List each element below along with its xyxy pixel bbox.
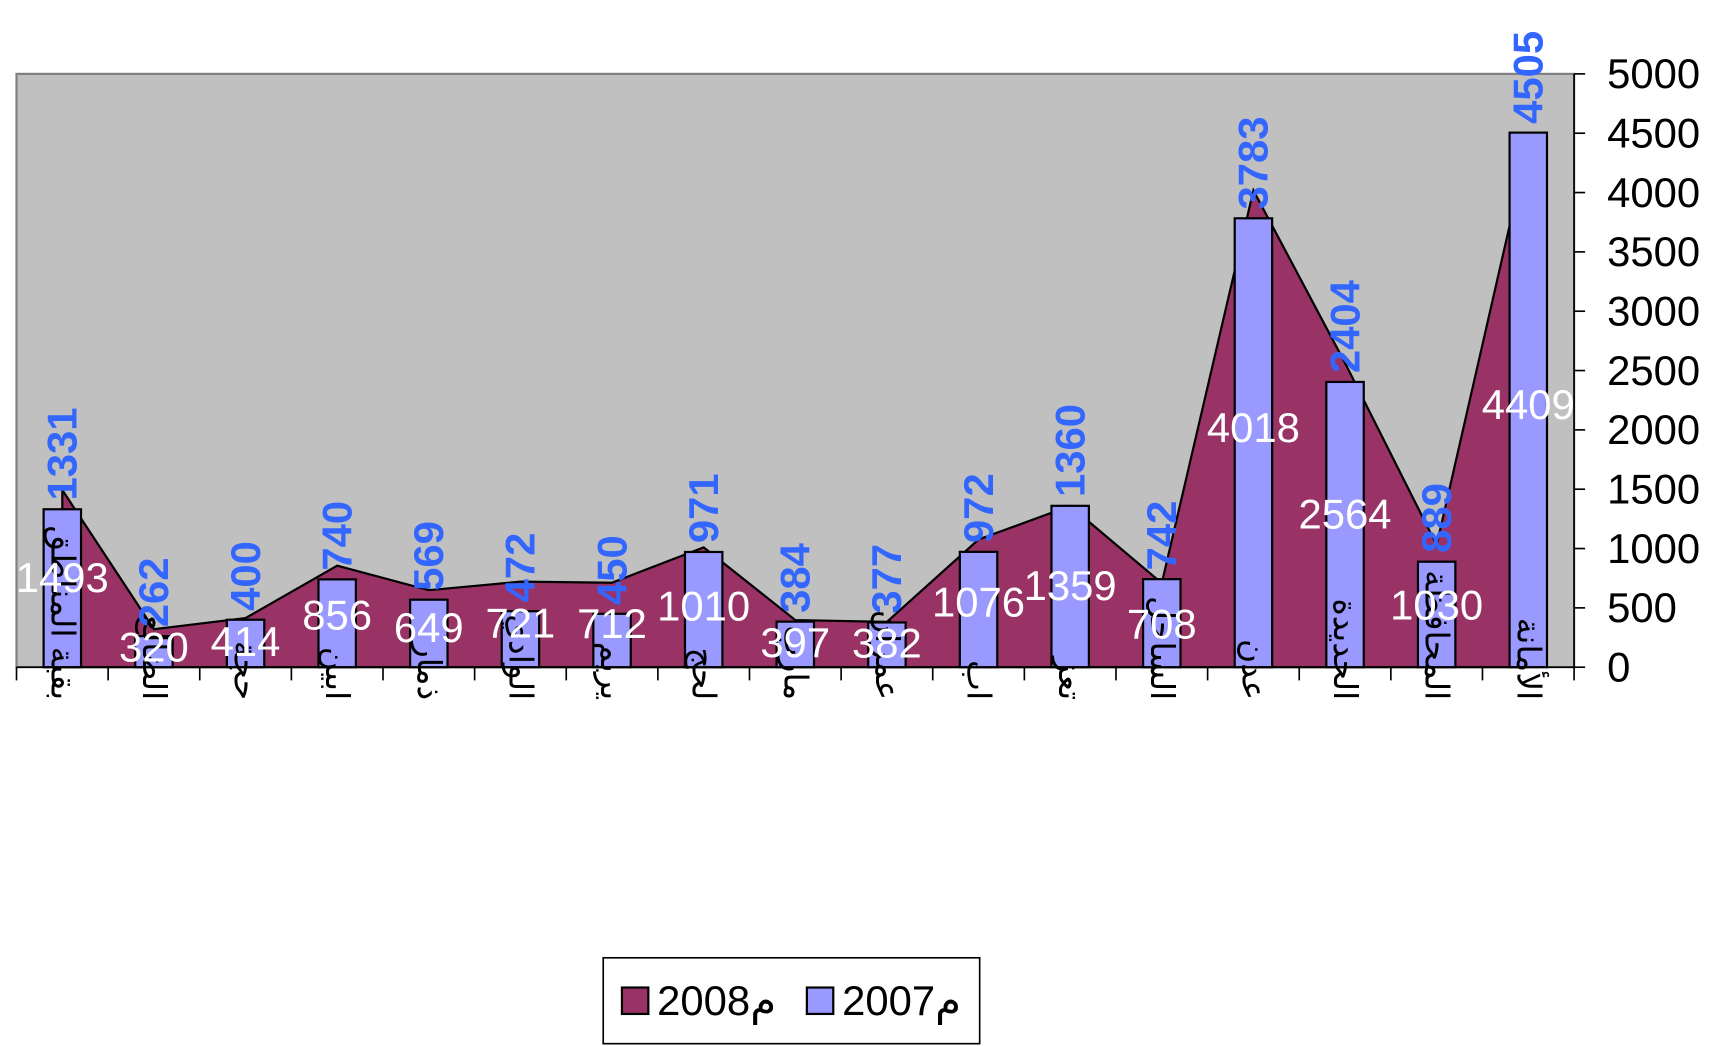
y-tick-label: 5000 <box>1607 50 1700 97</box>
data-label: 712 <box>577 600 647 647</box>
data-label: 262 <box>130 558 177 628</box>
x-tick-label: حجة <box>228 641 265 700</box>
bar <box>408 598 449 669</box>
y-tick-label: 4500 <box>1607 110 1700 157</box>
x-tick-label: الوادي <box>501 614 539 700</box>
data-label: 450 <box>588 535 635 605</box>
bar <box>1050 504 1090 669</box>
data-label: 971 <box>680 473 727 543</box>
data-label: 4409 <box>1482 381 1575 428</box>
x-tick-label: عمران <box>868 610 906 700</box>
bar <box>134 635 174 669</box>
data-label: 4505 <box>1505 31 1552 124</box>
data-label: 3783 <box>1230 116 1277 209</box>
bar <box>1325 380 1365 669</box>
data-label: 320 <box>119 623 189 670</box>
legend-label: 2008م <box>657 977 776 1025</box>
data-label: 856 <box>302 592 372 639</box>
legend-box <box>602 956 981 1045</box>
y-tick-label: 3000 <box>1607 288 1700 335</box>
y-tick-label: 3500 <box>1607 228 1700 275</box>
x-tick-label: الضالع <box>135 615 173 701</box>
data-label: 384 <box>772 542 819 613</box>
data-label: 1076 <box>932 579 1025 626</box>
y-tick-label: 4000 <box>1607 169 1700 216</box>
x-tick-label: اب <box>961 660 998 700</box>
x-tick-label: مارب <box>776 625 814 700</box>
legend: 2008م 2007م <box>602 956 981 1045</box>
y-tick-label: 500 <box>1607 584 1677 631</box>
data-label: 1359 <box>1024 562 1117 609</box>
data-label: 569 <box>405 521 452 591</box>
y-tick-label: 2500 <box>1607 347 1700 394</box>
data-label: 397 <box>760 619 830 666</box>
data-label: 889 <box>1413 483 1460 553</box>
x-tick-label: الساحل <box>1144 596 1181 700</box>
x-tick-label: بقية المناطق <box>42 525 81 700</box>
y-tick-label: 2000 <box>1607 406 1700 453</box>
bar <box>1233 217 1274 669</box>
x-tick-label: عدن <box>1235 639 1272 700</box>
y-tick-label: 1500 <box>1607 466 1700 513</box>
data-label: 972 <box>955 473 1002 543</box>
data-label: 708 <box>1127 600 1197 647</box>
x-tick-label: لحج <box>685 648 723 701</box>
bar <box>225 618 266 669</box>
x-tick-label: ذمار <box>410 640 448 700</box>
legend-label: 2007م <box>842 977 961 1025</box>
bar <box>1508 131 1549 669</box>
bar <box>683 550 724 669</box>
data-label: 377 <box>863 544 910 614</box>
y-tick-label: 0 <box>1607 644 1630 691</box>
y-tick-label: 1000 <box>1607 525 1700 572</box>
legend-swatch <box>620 986 650 1016</box>
data-label: 2564 <box>1299 490 1392 537</box>
x-tick-label: المحافظة <box>1419 570 1456 700</box>
bar <box>500 610 541 669</box>
data-label: 472 <box>497 533 544 603</box>
bar <box>1141 578 1182 669</box>
data-label: 1493 <box>16 554 109 601</box>
bar <box>317 578 358 669</box>
legend-swatch <box>805 986 835 1016</box>
data-label: 649 <box>394 604 464 651</box>
bar <box>592 612 632 669</box>
data-label: 2404 <box>1321 279 1368 373</box>
x-tick-label: الأمانة <box>1510 618 1549 701</box>
data-label: 1010 <box>657 582 750 629</box>
bar <box>1416 560 1457 669</box>
data-label: 721 <box>486 600 556 647</box>
data-label: 742 <box>1138 501 1185 571</box>
data-label: 414 <box>211 618 281 665</box>
bar <box>775 620 816 669</box>
x-tick-label: تعز <box>1051 655 1089 700</box>
data-label: 1331 <box>39 407 86 500</box>
data-label: 740 <box>314 501 361 571</box>
bar <box>42 508 83 669</box>
data-label: 4018 <box>1207 404 1300 451</box>
bar <box>958 550 999 669</box>
x-tick-label: يريم <box>593 642 631 701</box>
data-label: 1360 <box>1046 404 1093 497</box>
data-label: 400 <box>222 541 269 611</box>
x-tick-label: ابين <box>318 647 356 700</box>
data-label: 382 <box>852 620 922 667</box>
data-label: 1030 <box>1390 581 1483 628</box>
x-tick-label: الحديدة <box>1327 599 1364 701</box>
